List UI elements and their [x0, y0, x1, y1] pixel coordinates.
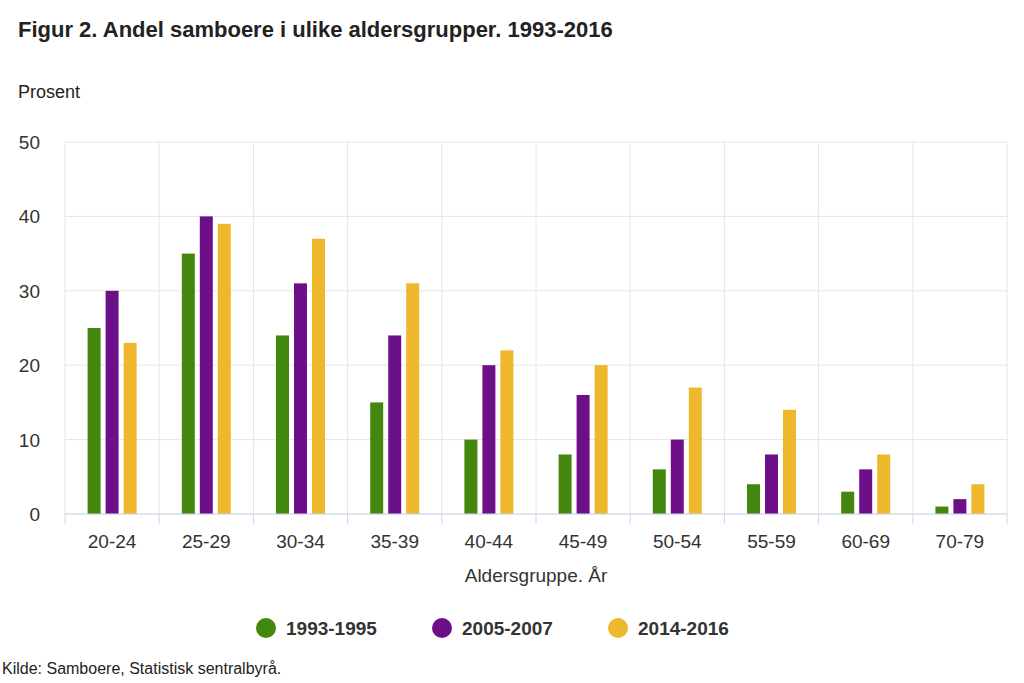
- grid-line-vertical: [253, 142, 254, 514]
- grid-line-vertical: [159, 142, 160, 514]
- bar: [765, 454, 778, 514]
- bar: [218, 224, 231, 514]
- x-tick-label: 35-39: [370, 531, 419, 552]
- x-tick: [818, 514, 819, 524]
- y-tick-label: 50: [19, 132, 40, 153]
- legend-label: 1993-1995: [286, 618, 377, 639]
- bar: [577, 395, 590, 514]
- y-tick-label: 0: [29, 504, 40, 525]
- y-axis-label: Prosent: [18, 82, 80, 102]
- x-tick: [536, 514, 537, 524]
- grid-line-vertical: [441, 142, 442, 514]
- bar: [653, 469, 666, 514]
- grid-line-vertical: [724, 142, 725, 514]
- bar: [559, 454, 572, 514]
- grid-line-vertical: [912, 142, 913, 514]
- x-tick: [347, 514, 348, 524]
- y-tick-label: 30: [19, 281, 40, 302]
- y-tick-label: 40: [19, 206, 40, 227]
- x-tick-label: 40-44: [465, 531, 514, 552]
- legend-swatch: [432, 618, 452, 638]
- x-tick: [441, 514, 442, 524]
- x-tick: [159, 514, 160, 524]
- x-tick-label: 45-49: [559, 531, 608, 552]
- bar: [935, 507, 948, 514]
- legend-label: 2014-2016: [638, 618, 729, 639]
- bar: [595, 365, 608, 514]
- y-tick-label: 10: [19, 430, 40, 451]
- chart: Figur 2. Andel samboere i ulike aldersgr…: [0, 0, 1024, 683]
- bar: [841, 492, 854, 514]
- x-tick-label: 70-79: [936, 531, 985, 552]
- x-tick-label: 20-24: [88, 531, 137, 552]
- bar: [689, 388, 702, 514]
- bar: [482, 365, 495, 514]
- grid-line-vertical: [65, 142, 66, 514]
- x-tick-label: 60-69: [841, 531, 890, 552]
- bar: [294, 283, 307, 514]
- bar: [859, 469, 872, 514]
- legend-label: 2005-2007: [462, 618, 553, 639]
- x-tick-label: 25-29: [182, 531, 231, 552]
- source: Kilde: Samboere, Statistisk sentralbyrå.: [2, 660, 281, 677]
- grid-line-vertical: [818, 142, 819, 514]
- x-tick: [630, 514, 631, 524]
- grid: [65, 142, 1007, 514]
- x-tick-label: 30-34: [276, 531, 325, 552]
- bar: [747, 484, 760, 514]
- bars: [88, 216, 985, 514]
- x-tick: [65, 514, 66, 524]
- grid-line-vertical: [347, 142, 348, 514]
- bar: [88, 328, 101, 514]
- legend-swatch: [608, 618, 628, 638]
- bar: [783, 410, 796, 514]
- x-tick-label: 55-59: [747, 531, 796, 552]
- y-tick-label: 20: [19, 355, 40, 376]
- legend-swatch: [256, 618, 276, 638]
- x-tick: [912, 514, 913, 524]
- x-tick: [1007, 514, 1008, 524]
- x-tick: [724, 514, 725, 524]
- bar: [388, 335, 401, 514]
- grid-line-vertical: [1007, 142, 1008, 514]
- bar: [106, 291, 119, 514]
- bar: [182, 254, 195, 514]
- x-axis-label: Aldersgruppe. År: [465, 565, 608, 586]
- bar: [953, 499, 966, 514]
- grid-line-vertical: [536, 142, 537, 514]
- bar: [200, 216, 213, 514]
- title: Figur 2. Andel samboere i ulike aldersgr…: [18, 17, 613, 42]
- grid-line-vertical: [630, 142, 631, 514]
- legend: 1993-1995 2005-2007 2014-2016: [256, 618, 729, 639]
- x-tick-label: 50-54: [653, 531, 702, 552]
- bar: [406, 283, 419, 514]
- bar: [124, 343, 137, 514]
- bar: [877, 454, 890, 514]
- bar: [276, 335, 289, 514]
- bar: [370, 402, 383, 514]
- bar: [464, 440, 477, 514]
- bar: [671, 440, 684, 514]
- bar: [312, 239, 325, 514]
- bar: [500, 350, 513, 514]
- x-tick: [253, 514, 254, 524]
- bar: [971, 484, 984, 514]
